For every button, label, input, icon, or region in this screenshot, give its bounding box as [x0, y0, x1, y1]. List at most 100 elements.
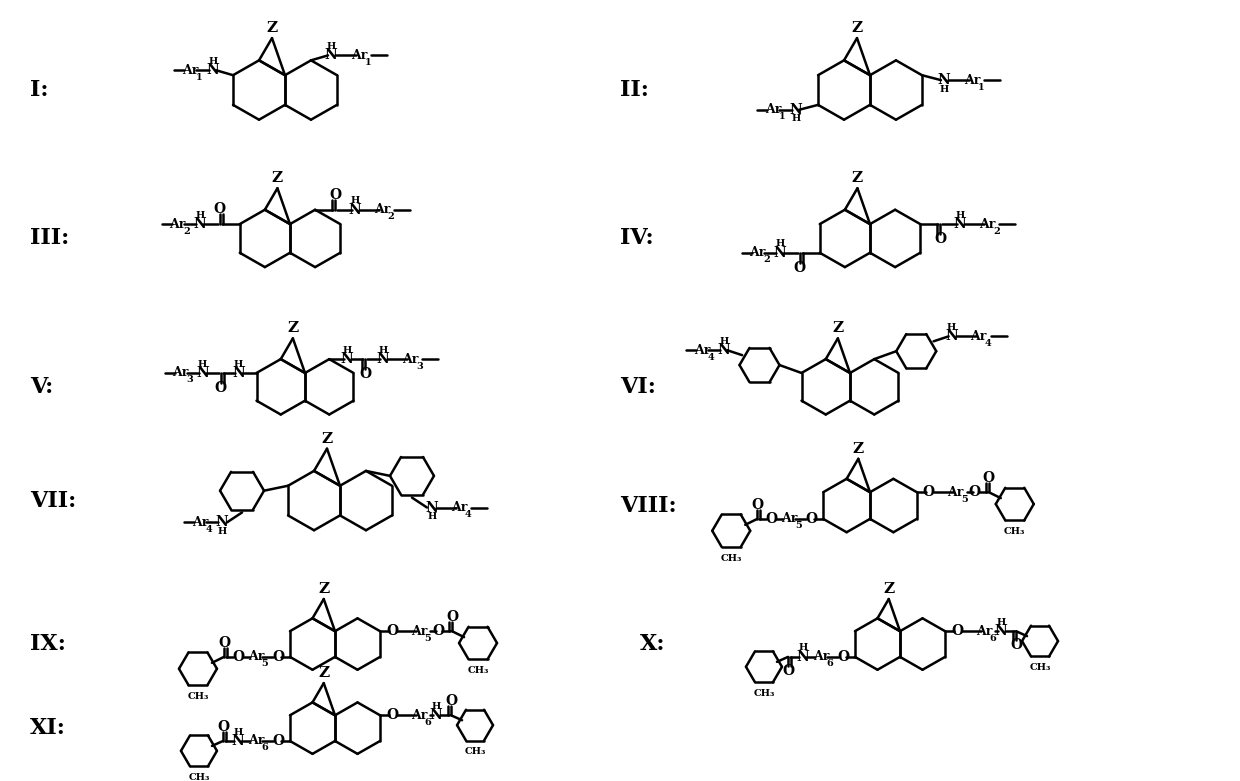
Text: H: H — [947, 323, 956, 332]
Text: H: H — [351, 196, 360, 205]
Text: N: N — [994, 624, 1007, 638]
Text: H: H — [233, 728, 243, 736]
Text: Ar: Ar — [765, 103, 781, 116]
Text: Ar: Ar — [812, 651, 830, 663]
Text: CH₃: CH₃ — [1029, 663, 1050, 672]
Text: 6: 6 — [827, 659, 833, 669]
Text: O: O — [805, 512, 817, 526]
Text: 5: 5 — [795, 522, 801, 530]
Text: H: H — [378, 346, 388, 355]
Text: Ar: Ar — [248, 651, 264, 663]
Text: 4: 4 — [985, 339, 991, 348]
Text: O: O — [213, 202, 226, 216]
Text: 5: 5 — [262, 659, 268, 669]
Text: X:: X: — [640, 633, 666, 655]
Text: N: N — [377, 352, 389, 366]
Text: Z: Z — [272, 171, 283, 185]
Text: H: H — [198, 359, 207, 369]
Text: CH₃: CH₃ — [464, 747, 486, 756]
Text: O: O — [923, 485, 935, 499]
Text: H: H — [234, 359, 243, 369]
Text: O: O — [386, 624, 398, 638]
Text: Ar: Ar — [172, 366, 188, 380]
Text: H: H — [195, 211, 205, 219]
Text: IV:: IV: — [620, 227, 653, 249]
Text: O: O — [446, 610, 458, 624]
Text: N: N — [945, 330, 959, 344]
Text: O: O — [272, 650, 284, 664]
Text: O: O — [445, 694, 458, 708]
Text: O: O — [232, 650, 244, 664]
Text: Ar: Ar — [976, 625, 992, 637]
Text: O: O — [329, 188, 341, 202]
Text: Ar: Ar — [351, 49, 367, 62]
Text: H: H — [791, 114, 801, 123]
Text: 3: 3 — [186, 376, 193, 384]
Text: Ar: Ar — [402, 352, 418, 366]
Text: 5: 5 — [424, 633, 432, 643]
Text: Z: Z — [852, 21, 863, 35]
Text: O: O — [386, 708, 398, 722]
Text: N: N — [232, 366, 244, 380]
Text: VI:: VI: — [620, 376, 656, 398]
Text: Ar: Ar — [192, 516, 208, 529]
Text: Z: Z — [267, 21, 278, 35]
Text: Ar: Ar — [170, 218, 186, 230]
Text: Ar: Ar — [980, 218, 996, 230]
Text: Z: Z — [288, 322, 299, 336]
Text: CH₃: CH₃ — [753, 689, 775, 698]
Text: H: H — [432, 702, 440, 711]
Text: 4: 4 — [708, 353, 714, 362]
Text: O: O — [360, 367, 371, 381]
Text: Z: Z — [832, 322, 843, 336]
Text: H: H — [940, 84, 949, 94]
Text: O: O — [934, 232, 946, 246]
Text: N: N — [937, 73, 950, 87]
Text: V:: V: — [30, 376, 53, 398]
Text: N: N — [341, 352, 353, 366]
Text: N: N — [796, 650, 810, 664]
Text: 3: 3 — [415, 362, 423, 370]
Text: Z: Z — [853, 442, 864, 456]
Text: H: H — [428, 512, 436, 521]
Text: N: N — [429, 708, 443, 722]
Text: N: N — [325, 48, 337, 62]
Text: 6: 6 — [262, 744, 268, 752]
Text: Z: Z — [319, 582, 330, 596]
Text: N: N — [425, 501, 439, 515]
Text: Ar: Ar — [694, 344, 711, 357]
Text: II:: II: — [620, 79, 649, 101]
Text: CH₃: CH₃ — [187, 692, 208, 701]
Text: III:: III: — [30, 227, 69, 249]
Text: O: O — [837, 650, 849, 664]
Text: O: O — [951, 624, 963, 638]
Text: H: H — [997, 618, 1006, 627]
Text: I:: I: — [30, 79, 48, 101]
Text: H: H — [719, 337, 729, 346]
Text: 1: 1 — [977, 83, 985, 91]
Text: Ar: Ar — [781, 512, 797, 526]
Text: N: N — [348, 203, 362, 217]
Text: O: O — [272, 734, 284, 748]
Text: Ar: Ar — [963, 73, 980, 87]
Text: CH₃: CH₃ — [188, 773, 210, 781]
Text: N: N — [216, 515, 228, 530]
Text: O: O — [968, 485, 981, 499]
Text: Ar: Ar — [971, 330, 987, 343]
Text: 2: 2 — [388, 212, 394, 221]
Text: 2: 2 — [184, 226, 190, 236]
Text: Ar: Ar — [182, 64, 198, 77]
Text: N: N — [232, 734, 244, 748]
Text: 2: 2 — [764, 255, 770, 264]
Text: Ar: Ar — [410, 709, 428, 722]
Text: VIII:: VIII: — [620, 494, 677, 516]
Text: O: O — [1009, 638, 1022, 652]
Text: O: O — [218, 636, 231, 650]
Text: Ar: Ar — [947, 486, 963, 499]
Text: O: O — [765, 512, 777, 526]
Text: CH₃: CH₃ — [720, 554, 742, 563]
Text: CH₃: CH₃ — [467, 666, 489, 676]
Text: O: O — [215, 381, 227, 395]
Text: Ar: Ar — [248, 734, 264, 747]
Text: O: O — [432, 624, 444, 638]
